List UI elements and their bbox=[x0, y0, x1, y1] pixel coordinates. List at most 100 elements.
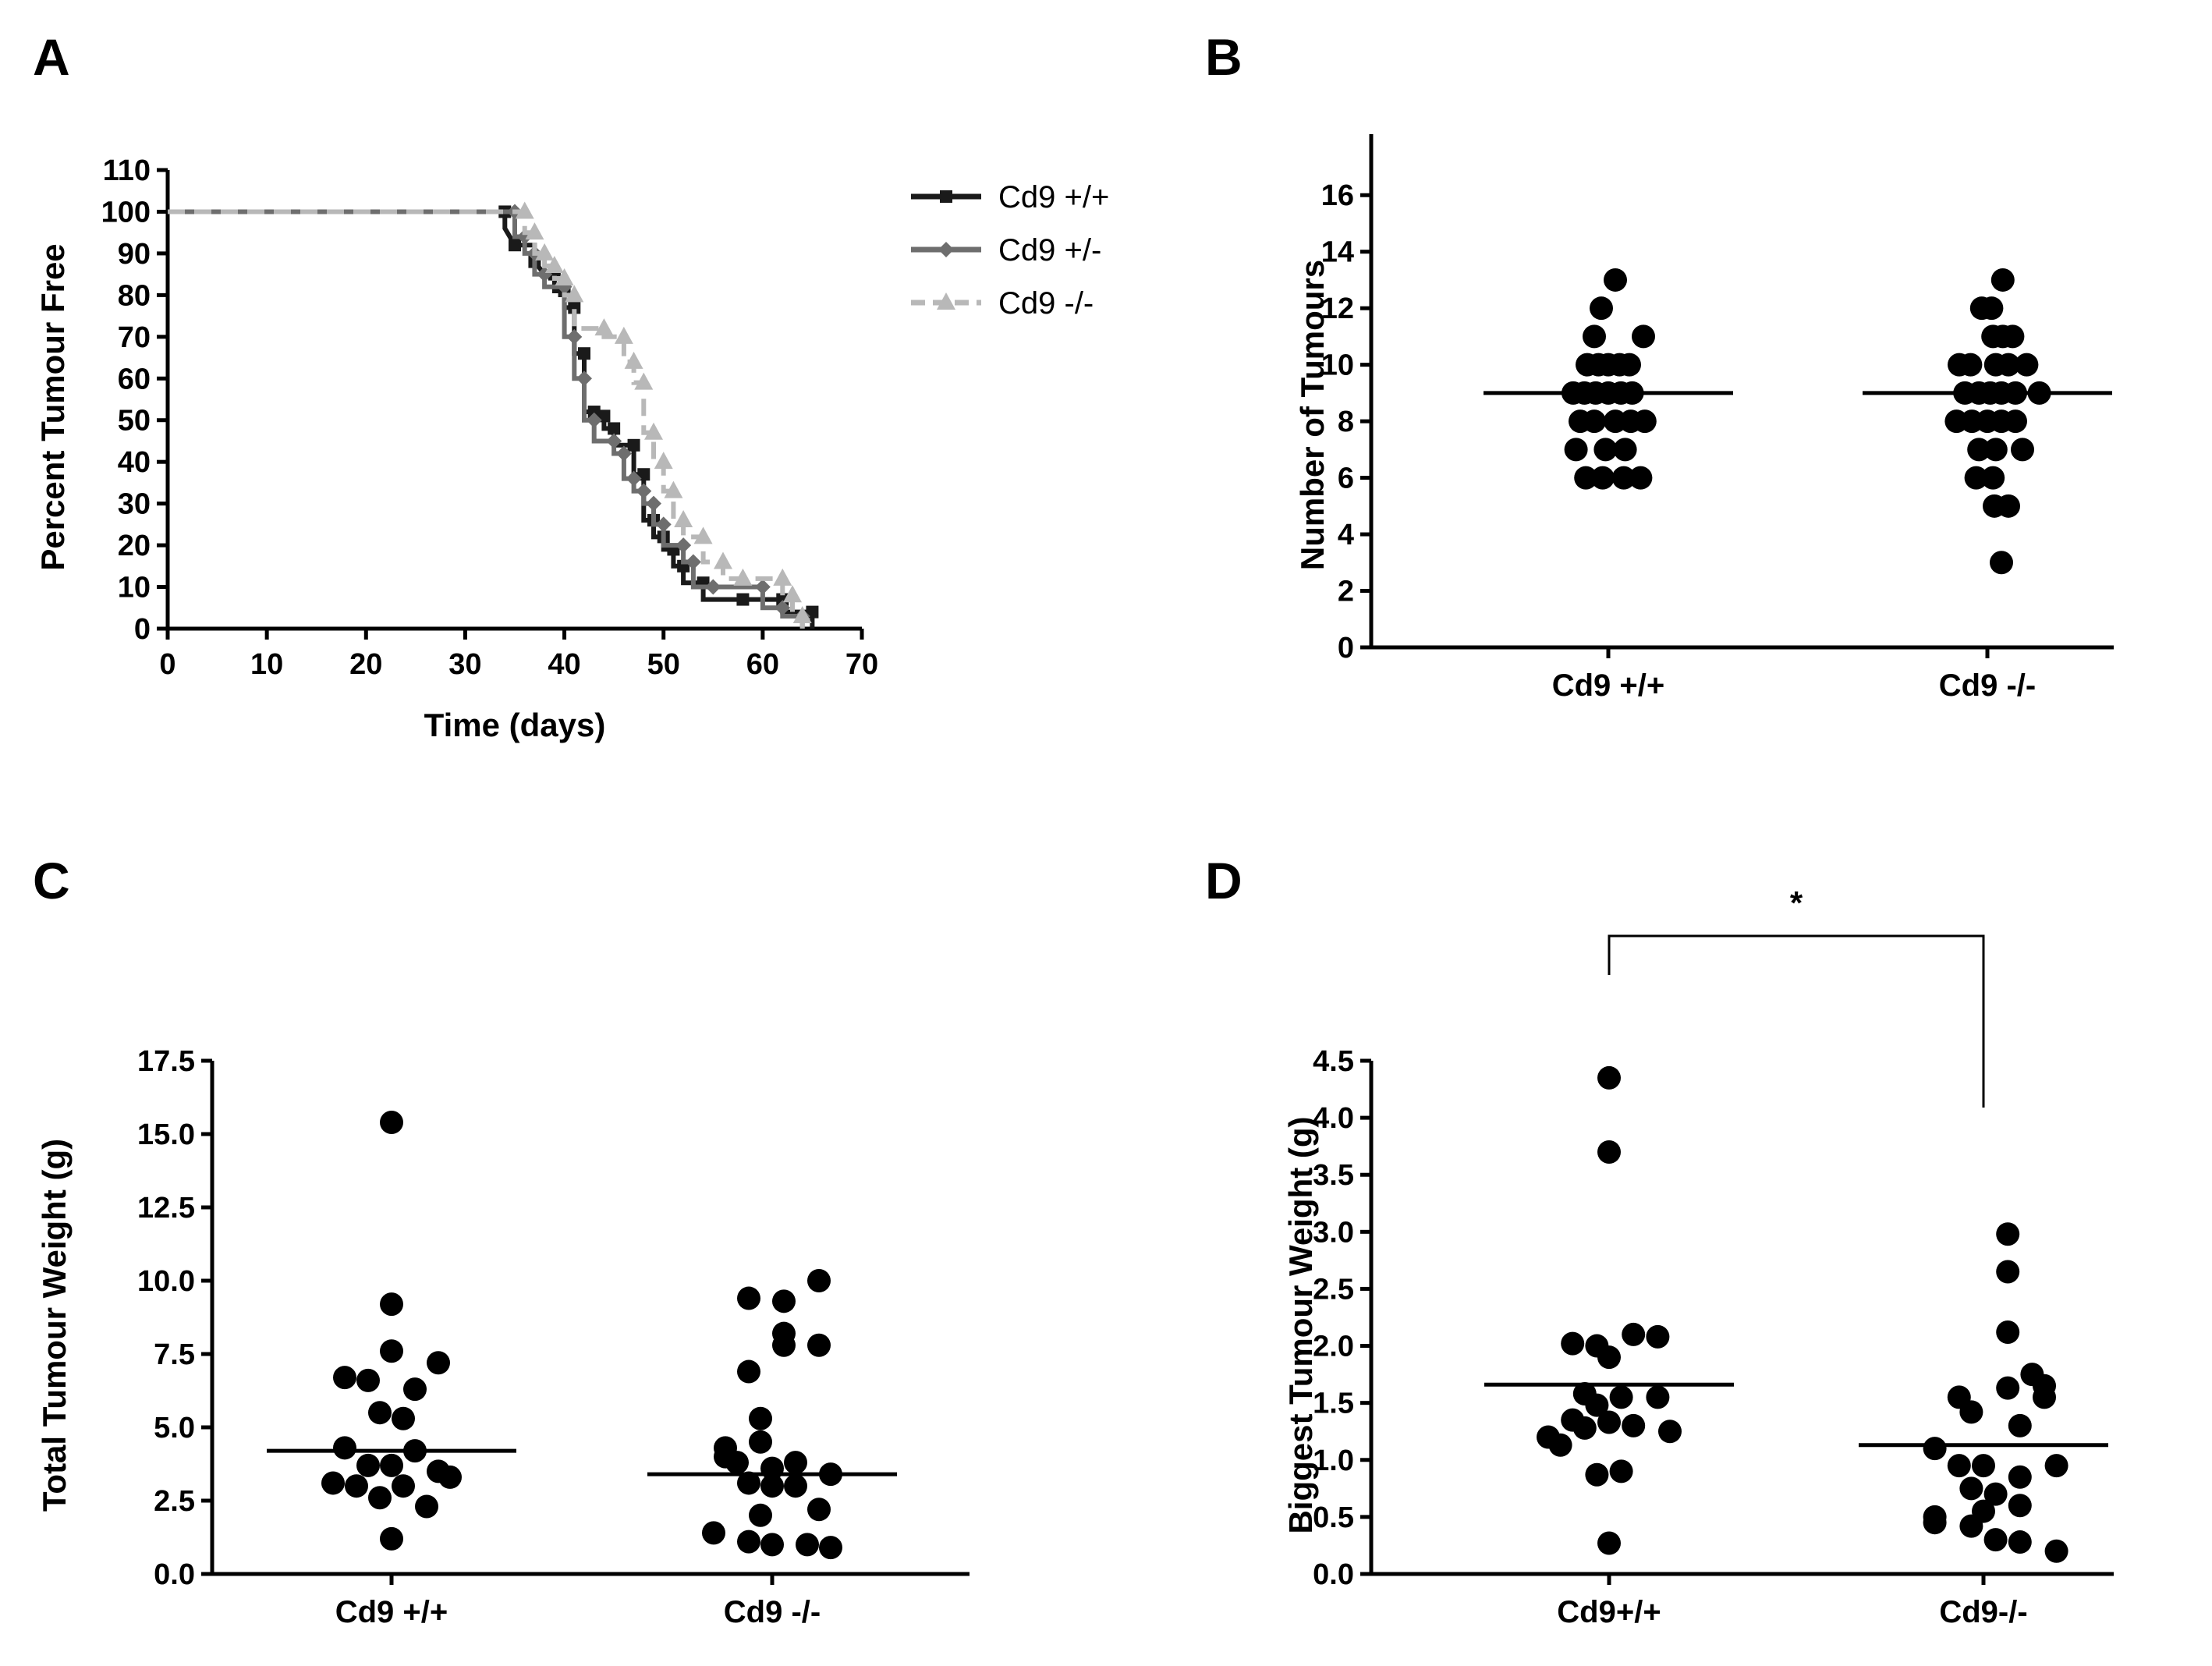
p2-y-tick-label: 10.0 bbox=[137, 1265, 195, 1298]
a-legend: Cd9 +/+ Cd9 +/- Cd9 -/- bbox=[911, 180, 1109, 321]
a-censor-marker bbox=[555, 268, 574, 285]
a-censor-marker bbox=[578, 347, 590, 360]
p2-data-point bbox=[368, 1486, 392, 1510]
a-censor-marker bbox=[568, 301, 581, 314]
p1-data-point bbox=[1980, 296, 2004, 321]
a-censor-marker bbox=[587, 406, 601, 419]
p3-data-point bbox=[1983, 1482, 2008, 1506]
p2-data-point bbox=[380, 1292, 403, 1317]
p2-data-point bbox=[760, 1533, 784, 1557]
p2-data-point bbox=[737, 1471, 760, 1495]
a-x-axis-title: Time (days) bbox=[424, 707, 606, 743]
a-censor-marker bbox=[608, 422, 621, 435]
p2-data-point bbox=[749, 1430, 772, 1454]
a-censor-marker bbox=[655, 516, 672, 533]
panel-letter-c: C bbox=[33, 852, 70, 909]
p1-y-tick-label: 10 bbox=[1321, 349, 1354, 382]
p3-data-point bbox=[1609, 1459, 1633, 1483]
a-censor-marker bbox=[775, 600, 791, 616]
a-censor-marker bbox=[586, 412, 602, 428]
a-y-tick-label: 30 bbox=[118, 488, 151, 521]
panel-letter-d: D bbox=[1205, 852, 1242, 909]
p3-data-point bbox=[1646, 1324, 1670, 1349]
p1-data-point bbox=[1959, 353, 1983, 377]
p3-y-tick-label: 3.5 bbox=[1313, 1159, 1354, 1192]
a-censor-marker bbox=[566, 328, 583, 345]
p3-y-axis-title: Biggest Tumour Weight (g) bbox=[1282, 1116, 1319, 1533]
p2-data-point bbox=[784, 1474, 807, 1498]
p3-significance-bracket bbox=[1608, 934, 1985, 1108]
p3-data-point bbox=[1622, 1322, 1646, 1346]
p2-y-tick-label: 17.5 bbox=[137, 1045, 195, 1078]
p1-data-point bbox=[2001, 324, 2025, 349]
a-censor-marker bbox=[664, 480, 683, 498]
a-series-2 bbox=[168, 201, 812, 629]
p3-data-point bbox=[2008, 1465, 2032, 1489]
p1-data-point bbox=[1990, 551, 2013, 575]
a-censor-marker bbox=[806, 605, 819, 619]
a-censor-marker bbox=[624, 351, 643, 369]
p2-data-point bbox=[807, 1269, 831, 1292]
p1-data-point bbox=[1618, 353, 1641, 377]
p2-data-point bbox=[737, 1359, 760, 1384]
p1-y-tick-label: 2 bbox=[1338, 576, 1354, 608]
p1-data-point bbox=[2011, 438, 2034, 462]
p2-data-point bbox=[392, 1406, 415, 1430]
panel-c-total-weight-chart: 0.0 2.5 5.0 7.5 10.0 12.5 15.0 17.5 Total Tumour… bbox=[36, 1045, 970, 1629]
p2-y-tick-label: 15.0 bbox=[137, 1118, 195, 1151]
a-legend-marker-2 bbox=[937, 292, 955, 310]
p3-y-tick-label: 4.0 bbox=[1313, 1102, 1354, 1135]
p3-data-point bbox=[1597, 1410, 1621, 1434]
p3-data-point bbox=[1585, 1462, 1609, 1487]
a-censor-marker bbox=[615, 445, 632, 462]
p3-data-point bbox=[1646, 1385, 1670, 1409]
p1-y-tick-label: 8 bbox=[1338, 406, 1354, 438]
panel-d-biggest-weight-chart: 0.0 0.5 1.0 1.5 2.0 2.5 3.0 3.5 4.0 4.5 Biggest Tu… bbox=[1282, 884, 2114, 1629]
p1-data-point bbox=[1613, 438, 1637, 462]
panel-a-survival-chart: 0 10 20 30 40 50 60 70 80 90 100 110 0 10 20 30 40 50 60 70… bbox=[34, 154, 1109, 743]
a-censor-marker bbox=[776, 593, 789, 606]
p3-category-label-0: Cd9+/+ bbox=[1557, 1595, 1661, 1629]
p2-data-point bbox=[772, 1333, 796, 1357]
p3-data-point bbox=[1996, 1222, 2020, 1246]
a-censor-marker bbox=[576, 370, 592, 387]
p2-y-tick-label: 0.0 bbox=[154, 1558, 195, 1591]
a-x-tick-label: 30 bbox=[448, 648, 481, 681]
p2-data-point bbox=[772, 1289, 796, 1313]
a-x-tick-label: 20 bbox=[349, 648, 382, 681]
a-x-tick-label: 40 bbox=[548, 648, 580, 681]
p2-data-point bbox=[403, 1377, 427, 1402]
p2-y-tick-label: 2.5 bbox=[154, 1485, 195, 1518]
p1-y-tick-label: 12 bbox=[1321, 292, 1354, 325]
p3-data-point bbox=[1597, 1140, 1621, 1164]
p1-y-tick-label: 14 bbox=[1321, 236, 1354, 269]
p2-data-point bbox=[333, 1366, 356, 1390]
a-censor-marker bbox=[627, 438, 640, 452]
a-y-tick-label: 80 bbox=[118, 279, 151, 312]
p3-data-point bbox=[1983, 1528, 2008, 1552]
p2-data-point bbox=[427, 1351, 450, 1375]
p2-y-tick-label: 12.5 bbox=[137, 1192, 195, 1225]
a-censor-marker bbox=[606, 433, 622, 449]
p2-data-point bbox=[807, 1333, 831, 1357]
p1-data-point bbox=[1983, 438, 2008, 462]
p3-data-point bbox=[2033, 1385, 2056, 1409]
a-censor-marker bbox=[675, 537, 692, 554]
a-censor-marker bbox=[674, 510, 693, 528]
p1-data-point bbox=[1564, 438, 1588, 462]
p1-data-point bbox=[1574, 466, 1598, 490]
p2-data-point bbox=[702, 1521, 725, 1545]
p3-y-tick-label: 3.0 bbox=[1313, 1216, 1354, 1249]
p3-category-label-1: Cd9-/- bbox=[1939, 1595, 2027, 1629]
p1-data-point bbox=[1593, 438, 1618, 462]
p1-data-point bbox=[1590, 466, 1615, 490]
a-censor-marker bbox=[754, 579, 771, 595]
p2-data-point bbox=[807, 1498, 831, 1522]
a-censor-marker bbox=[637, 468, 650, 481]
p3-data-point bbox=[1585, 1393, 1609, 1417]
a-censor-marker bbox=[685, 554, 701, 570]
a-series-line-1 bbox=[168, 209, 805, 629]
p3-data-point bbox=[1947, 1454, 1971, 1478]
p2-y-tick-label: 5.0 bbox=[154, 1412, 195, 1444]
p3-data-point bbox=[1959, 1514, 1983, 1538]
